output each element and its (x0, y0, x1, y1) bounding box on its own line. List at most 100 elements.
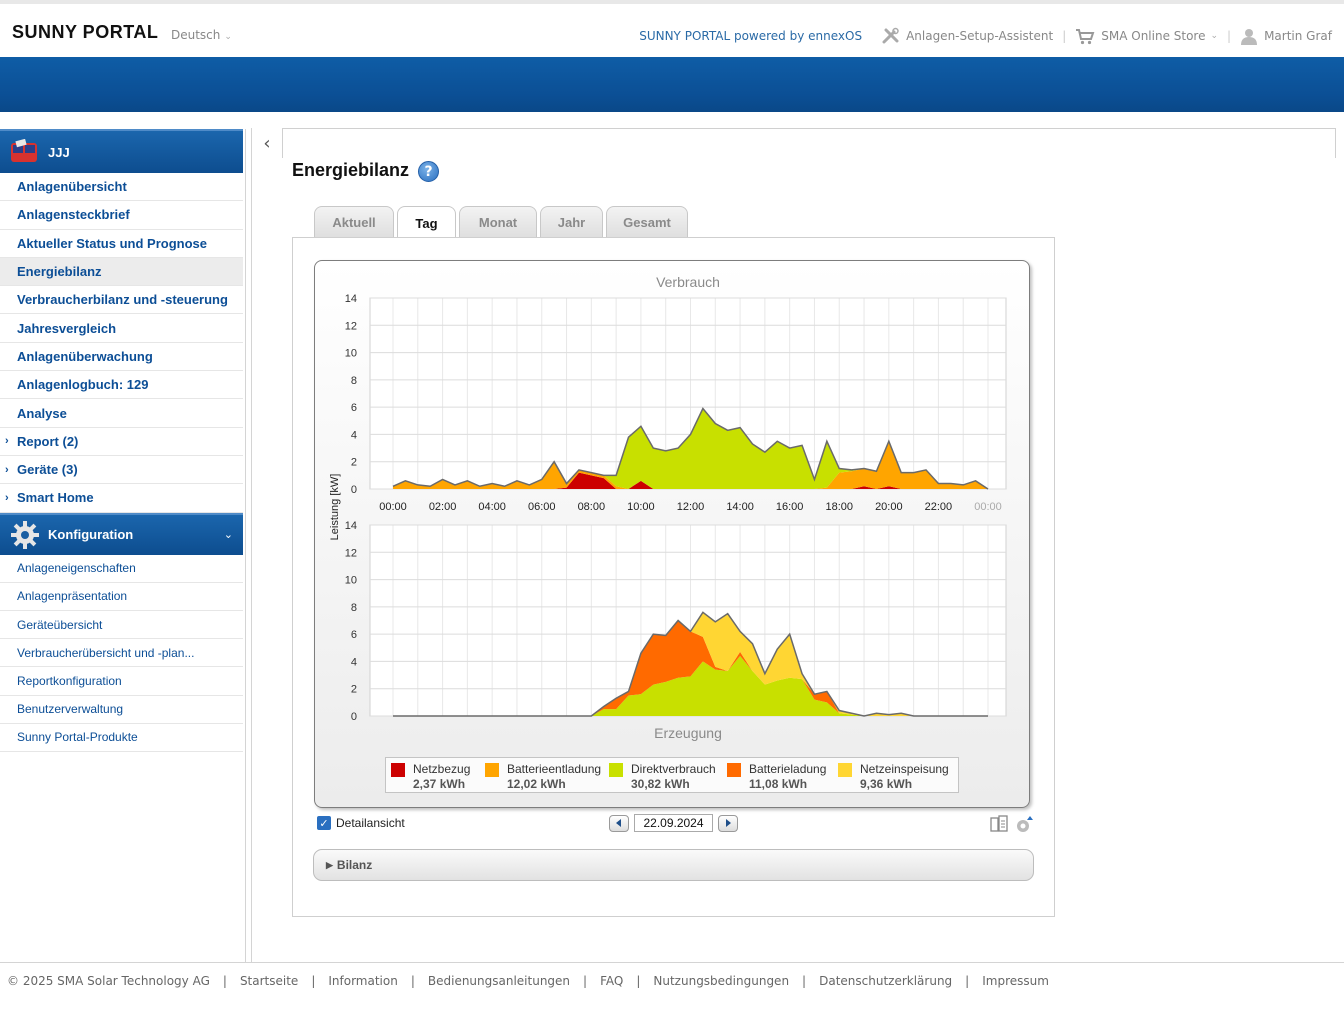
settings-icon[interactable] (1014, 815, 1034, 833)
config-item-label: Benutzerverwaltung (17, 702, 124, 717)
tab-jahr[interactable]: Jahr (540, 206, 603, 238)
config-item-anlageneigenschaften[interactable]: Anlageneigenschaften (0, 555, 243, 583)
legend-text: Netzeinspeisung 9,36 kWh (860, 762, 949, 792)
bilanz-label: Bilanz (336, 858, 373, 872)
detail-view-checkbox[interactable]: ✓ Detailansicht (317, 816, 405, 830)
sidebar-item-status-prognose[interactable]: Aktueller Status und Prognose (0, 230, 243, 258)
setup-assistant-label: Anlagen-Setup-Assistent (906, 29, 1054, 43)
chevron-right-icon: › (5, 435, 9, 448)
online-store-link[interactable]: SMA Online Store ⌄ (1075, 28, 1218, 45)
config-item-label: Anlageneigenschaften (17, 561, 136, 576)
config-item-reportkonfiguration[interactable]: Reportkonfiguration (0, 667, 243, 696)
plant-header[interactable]: JJJ (0, 129, 243, 173)
legend-name: Batterieladung (749, 762, 827, 776)
config-item-portal-produkte[interactable]: Sunny Portal-Produkte (0, 724, 243, 752)
sidebar-item-label: Geräte (3) (17, 462, 78, 478)
sidebar-item-geraete[interactable]: › Geräte (3) (0, 456, 243, 485)
sidebar-item-jahresvergleich[interactable]: Jahresvergleich (0, 314, 243, 343)
language-label: Deutsch (171, 28, 221, 42)
language-selector[interactable]: Deutsch ⌄ (171, 28, 232, 42)
footer-link[interactable]: Bedienungsanleitungen (427, 973, 571, 988)
sidebar-item-smart-home[interactable]: › Smart Home (0, 484, 243, 513)
x-tick-label: 14:00 (726, 501, 754, 513)
y-tick-label: 4 (351, 429, 357, 441)
separator: | (1227, 29, 1232, 43)
ennexos-link[interactable]: SUNNY PORTAL powered by ennexOS (639, 29, 863, 43)
y-axis-label: Leistung [kW] (329, 474, 341, 541)
config-item-label: Anlagenpräsentation (17, 589, 128, 604)
export-icon[interactable] (990, 815, 1008, 832)
config-item-anlagenpraesentation[interactable]: Anlagenpräsentation (0, 583, 243, 611)
sidebar-item-label: Anlagenlogbuch: 129 (17, 377, 149, 393)
sidebar-item-anlagenlogbuch[interactable]: Anlagenlogbuch: 129 (0, 371, 243, 400)
tab-monat[interactable]: Monat (459, 206, 537, 238)
content-frame (251, 128, 1344, 962)
footer-link[interactable]: Impressum (982, 973, 1049, 988)
x-tick-label: 12:00 (677, 501, 705, 513)
legend-item: Netzbezug 2,37 kWh (386, 758, 480, 792)
sidebar-item-label: Verbraucherbilanz und -steuerung (17, 292, 228, 308)
tab-gesamt[interactable]: Gesamt (606, 206, 688, 238)
y-tick-label: 8 (351, 602, 357, 614)
tab-label: Monat (478, 215, 518, 230)
footer-link[interactable]: Information (328, 973, 398, 988)
config-title: Konfiguration (48, 527, 134, 543)
config-item-verbraucheruebersicht[interactable]: Verbraucherübersicht und -plan... (0, 639, 243, 668)
setup-assistant-link[interactable]: Anlagen-Setup-Assistent (882, 27, 1053, 45)
arrow-left-icon (616, 819, 621, 827)
y-tick-label: 14 (345, 520, 357, 532)
sidebar: JJJ Anlagenübersicht Anlagensteckbrief A… (0, 129, 246, 962)
legend-value: 2,37 kWh (413, 777, 466, 791)
tab-label: Tag (415, 215, 438, 231)
sidebar-item-anlagenueberwachung[interactable]: Anlagenüberwachung (0, 343, 243, 372)
next-day-button[interactable] (718, 814, 738, 832)
footer-link[interactable]: Nutzungsbedingungen (653, 973, 790, 988)
page-title: Energiebilanz (292, 160, 410, 180)
collapse-sidebar-button[interactable]: ‹ (252, 130, 282, 156)
bilanz-accordion[interactable]: ▶ Bilanz (313, 849, 1034, 881)
legend-swatch (838, 763, 852, 777)
user-menu[interactable]: Martin Graf (1240, 28, 1332, 45)
config-item-label: Verbraucherübersicht und -plan... (17, 645, 195, 660)
sidebar-item-energiebilanz[interactable]: Energiebilanz (0, 257, 243, 287)
sidebar-item-label: Anlagenübersicht (17, 179, 127, 195)
sidebar-item-analyse[interactable]: Analyse (0, 399, 243, 428)
footer-link[interactable]: FAQ (600, 973, 624, 988)
previous-day-button[interactable] (609, 814, 629, 832)
total-line (393, 611, 988, 717)
chart-title: Erzeugung (654, 725, 722, 741)
config-item-geraeteuebersicht[interactable]: Geräteübersicht (0, 611, 243, 640)
x-tick-label: 10:00 (627, 501, 655, 513)
y-tick-label: 8 (351, 375, 357, 387)
footer-link[interactable]: Datenschutzerklärung (819, 973, 953, 988)
plant-icon (11, 139, 37, 162)
date-input[interactable]: 22.09.2024 (634, 814, 713, 832)
config-item-label: Geräteübersicht (17, 617, 103, 632)
period-tabs: Aktuell Tag Monat Jahr Gesamt (314, 206, 691, 239)
x-tick-label: 00:00 (379, 501, 407, 513)
footer-link[interactable]: Startseite (239, 973, 299, 988)
config-header[interactable]: Konfiguration ⌄ (0, 512, 243, 555)
legend-name: Batterieentladung (507, 762, 602, 776)
legend-swatch (391, 763, 405, 777)
arrow-right-icon (726, 819, 731, 827)
y-tick-label: 14 (345, 293, 357, 305)
sidebar-item-verbraucherbilanz[interactable]: Verbraucherbilanz und -steuerung (0, 286, 243, 315)
config-item-benutzerverwaltung[interactable]: Benutzerverwaltung (0, 696, 243, 724)
sidebar-item-anlagenuebersicht[interactable]: Anlagenübersicht (0, 173, 243, 202)
sidebar-item-anlagensteckbrief[interactable]: Anlagensteckbrief (0, 201, 243, 230)
sidebar-item-label: Smart Home (17, 490, 94, 506)
help-icon[interactable]: ? (418, 161, 439, 182)
total-line (392, 407, 989, 490)
tab-tag[interactable]: Tag (397, 206, 456, 239)
sidebar-item-report[interactable]: › Report (2) (0, 428, 243, 456)
tools-icon (882, 27, 899, 44)
sidebar-item-label: Anlagenüberwachung (17, 348, 153, 364)
sunny-portal-logo[interactable]: SUNNY PORTAL (12, 22, 159, 42)
sidebar-item-label: Jahresvergleich (17, 320, 117, 336)
sidebar-item-label: Report (2) (17, 433, 79, 449)
legend-item: Batterieladung 11,08 kWh (722, 758, 833, 792)
x-tick-label: 08:00 (578, 501, 606, 513)
tab-aktuell[interactable]: Aktuell (314, 206, 394, 238)
y-tick-label: 4 (351, 656, 357, 668)
